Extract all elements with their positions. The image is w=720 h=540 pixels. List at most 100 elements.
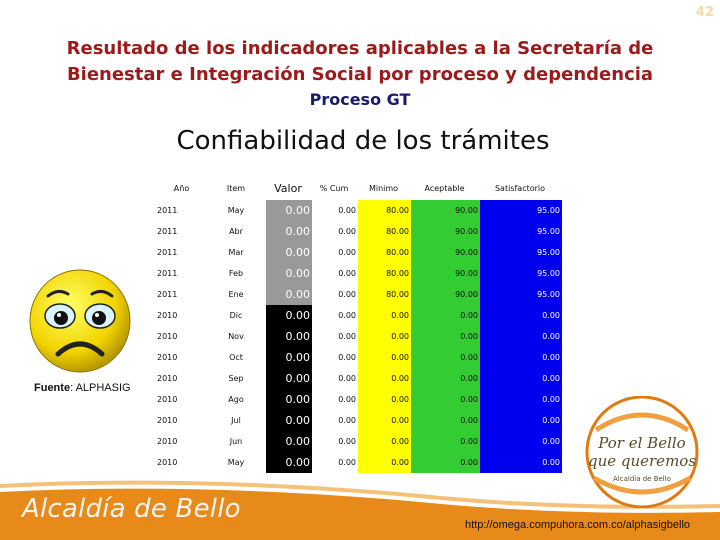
cell-cum: 0.00 — [338, 206, 356, 215]
cell-ano: 2011 — [157, 227, 178, 236]
cell-sat: 0.00 — [480, 368, 562, 389]
logo-line1: Por el Bello — [597, 434, 685, 452]
cell-sat: 0.00 — [480, 305, 562, 326]
cell-cum: 0.00 — [338, 437, 356, 446]
table-body: 2011 May 0.00 0.00 80.00 90.00 95.00 2011 Abr 0.0… — [147, 200, 562, 473]
cell-min: 0.00 — [358, 452, 411, 473]
cell-min: 80.00 — [358, 221, 411, 242]
cell-cum: 0.00 — [338, 227, 356, 236]
cell-sat: 0.00 — [480, 410, 562, 431]
cell-item: Dic — [229, 311, 243, 320]
cell-item: Abr — [229, 227, 243, 236]
cell-cum: 0.00 — [338, 248, 356, 257]
cell-min: 80.00 — [358, 263, 411, 284]
cell-ano: 2011 — [157, 248, 178, 257]
cell-sat: 0.00 — [480, 389, 562, 410]
table-row: 2010 Dic 0.00 0.00 0.00 0.00 0.00 — [147, 305, 562, 326]
col-header-satisfactorio: Satisfactorio — [494, 183, 546, 193]
cell-ano: 2011 — [157, 206, 178, 215]
cell-cum: 0.00 — [338, 290, 356, 299]
source-label: Fuente — [34, 382, 71, 394]
table-header-row: Año Item Valor % Cum Minimo Aceptable Sa… — [147, 176, 562, 200]
cell-sat: 95.00 — [480, 263, 562, 284]
cell-item: Jul — [231, 416, 241, 425]
cell-min: 80.00 — [358, 242, 411, 263]
cell-cum: 0.00 — [338, 269, 356, 278]
cell-valor: 0.00 — [266, 389, 312, 410]
cell-min: 80.00 — [358, 200, 411, 221]
cell-acep: 0.00 — [411, 347, 480, 368]
cell-cum: 0.00 — [338, 311, 356, 320]
cell-valor: 0.00 — [266, 410, 312, 431]
cell-acep: 0.00 — [411, 389, 480, 410]
page-number: 42 — [695, 5, 714, 20]
col-header-aceptable: Aceptable — [424, 183, 465, 193]
cell-acep: 0.00 — [411, 305, 480, 326]
cell-item: Nov — [228, 332, 244, 341]
table-row: 2011 Feb 0.00 0.00 80.00 90.00 95.00 — [147, 263, 562, 284]
header-line-2: Bienestar e Integración Social por proce… — [66, 64, 654, 85]
footer-url[interactable]: http://omega.compuhora.com.co/alphasigbe… — [465, 519, 691, 531]
header-line-1: Resultado de los indicadores aplicables … — [66, 38, 654, 59]
cell-ano: 2011 — [157, 290, 178, 299]
cell-ano: 2010 — [157, 374, 178, 383]
cell-acep: 0.00 — [411, 410, 480, 431]
cell-valor: 0.00 — [266, 347, 312, 368]
cell-ano: 2010 — [157, 353, 178, 362]
cell-item: Oct — [229, 353, 243, 362]
cell-acep: 90.00 — [411, 200, 480, 221]
cell-cum: 0.00 — [338, 416, 356, 425]
cell-sat: 0.00 — [480, 431, 562, 452]
process-subtitle: Proceso GT — [309, 90, 411, 109]
cell-valor: 0.00 — [266, 284, 312, 305]
cell-acep: 90.00 — [411, 284, 480, 305]
cell-min: 0.00 — [358, 326, 411, 347]
indicator-title: Confiabilidad de los trámites — [176, 126, 550, 156]
cell-valor: 0.00 — [266, 368, 312, 389]
table-row: 2010 Jun 0.00 0.00 0.00 0.00 0.00 — [147, 431, 562, 452]
logo-line2: que queremos — [588, 452, 696, 470]
table-row: 2010 Jul 0.00 0.00 0.00 0.00 0.00 — [147, 410, 562, 431]
cell-min: 0.00 — [358, 410, 411, 431]
cell-min: 0.00 — [358, 368, 411, 389]
cell-sat: 95.00 — [480, 200, 562, 221]
cell-item: Ene — [228, 290, 244, 299]
cell-sat: 0.00 — [480, 452, 562, 473]
cell-valor: 0.00 — [266, 431, 312, 452]
cell-acep: 0.00 — [411, 368, 480, 389]
bello-logo-icon: Por el Bello que queremos Alcaldía de Be… — [585, 396, 699, 508]
table-row: 2011 Abr 0.00 0.00 80.00 90.00 95.00 — [147, 221, 562, 242]
table-row: 2011 May 0.00 0.00 80.00 90.00 95.00 — [147, 200, 562, 221]
cell-item: Jun — [229, 437, 243, 446]
cell-valor: 0.00 — [266, 221, 312, 242]
footer-brand: Alcaldía de Bello — [22, 494, 241, 524]
cell-min: 0.00 — [358, 305, 411, 326]
cell-item: Feb — [228, 269, 244, 278]
col-header-cum: % Cum — [319, 183, 349, 193]
cell-sat: 95.00 — [480, 221, 562, 242]
cell-min: 0.00 — [358, 389, 411, 410]
cell-acep: 0.00 — [411, 452, 480, 473]
cell-ano: 2010 — [157, 311, 178, 320]
sad-face-icon — [29, 269, 131, 373]
cell-min: 0.00 — [358, 347, 411, 368]
col-header-item: Item — [226, 183, 246, 193]
table-row: 2011 Ene 0.00 0.00 80.00 90.00 95.00 — [147, 284, 562, 305]
cell-sat: 0.00 — [480, 326, 562, 347]
cell-min: 80.00 — [358, 284, 411, 305]
cell-valor: 0.00 — [266, 263, 312, 284]
cell-ano: 2010 — [157, 458, 178, 467]
cell-item: May — [227, 458, 245, 467]
cell-valor: 0.00 — [266, 242, 312, 263]
footer-band — [0, 480, 720, 540]
cell-ano: 2011 — [157, 269, 178, 278]
logo-line3: Alcaldía de Bello — [613, 475, 671, 483]
cell-sat: 95.00 — [480, 284, 562, 305]
cell-valor: 0.00 — [266, 305, 312, 326]
table-row: 2010 Nov 0.00 0.00 0.00 0.00 0.00 — [147, 326, 562, 347]
table-row: 2011 Mar 0.00 0.00 80.00 90.00 95.00 — [147, 242, 562, 263]
cell-item: May — [227, 206, 245, 215]
table-row: 2010 Oct 0.00 0.00 0.00 0.00 0.00 — [147, 347, 562, 368]
cell-item: Mar — [228, 248, 244, 257]
table-row: 2010 Sep 0.00 0.00 0.00 0.00 0.00 — [147, 368, 562, 389]
